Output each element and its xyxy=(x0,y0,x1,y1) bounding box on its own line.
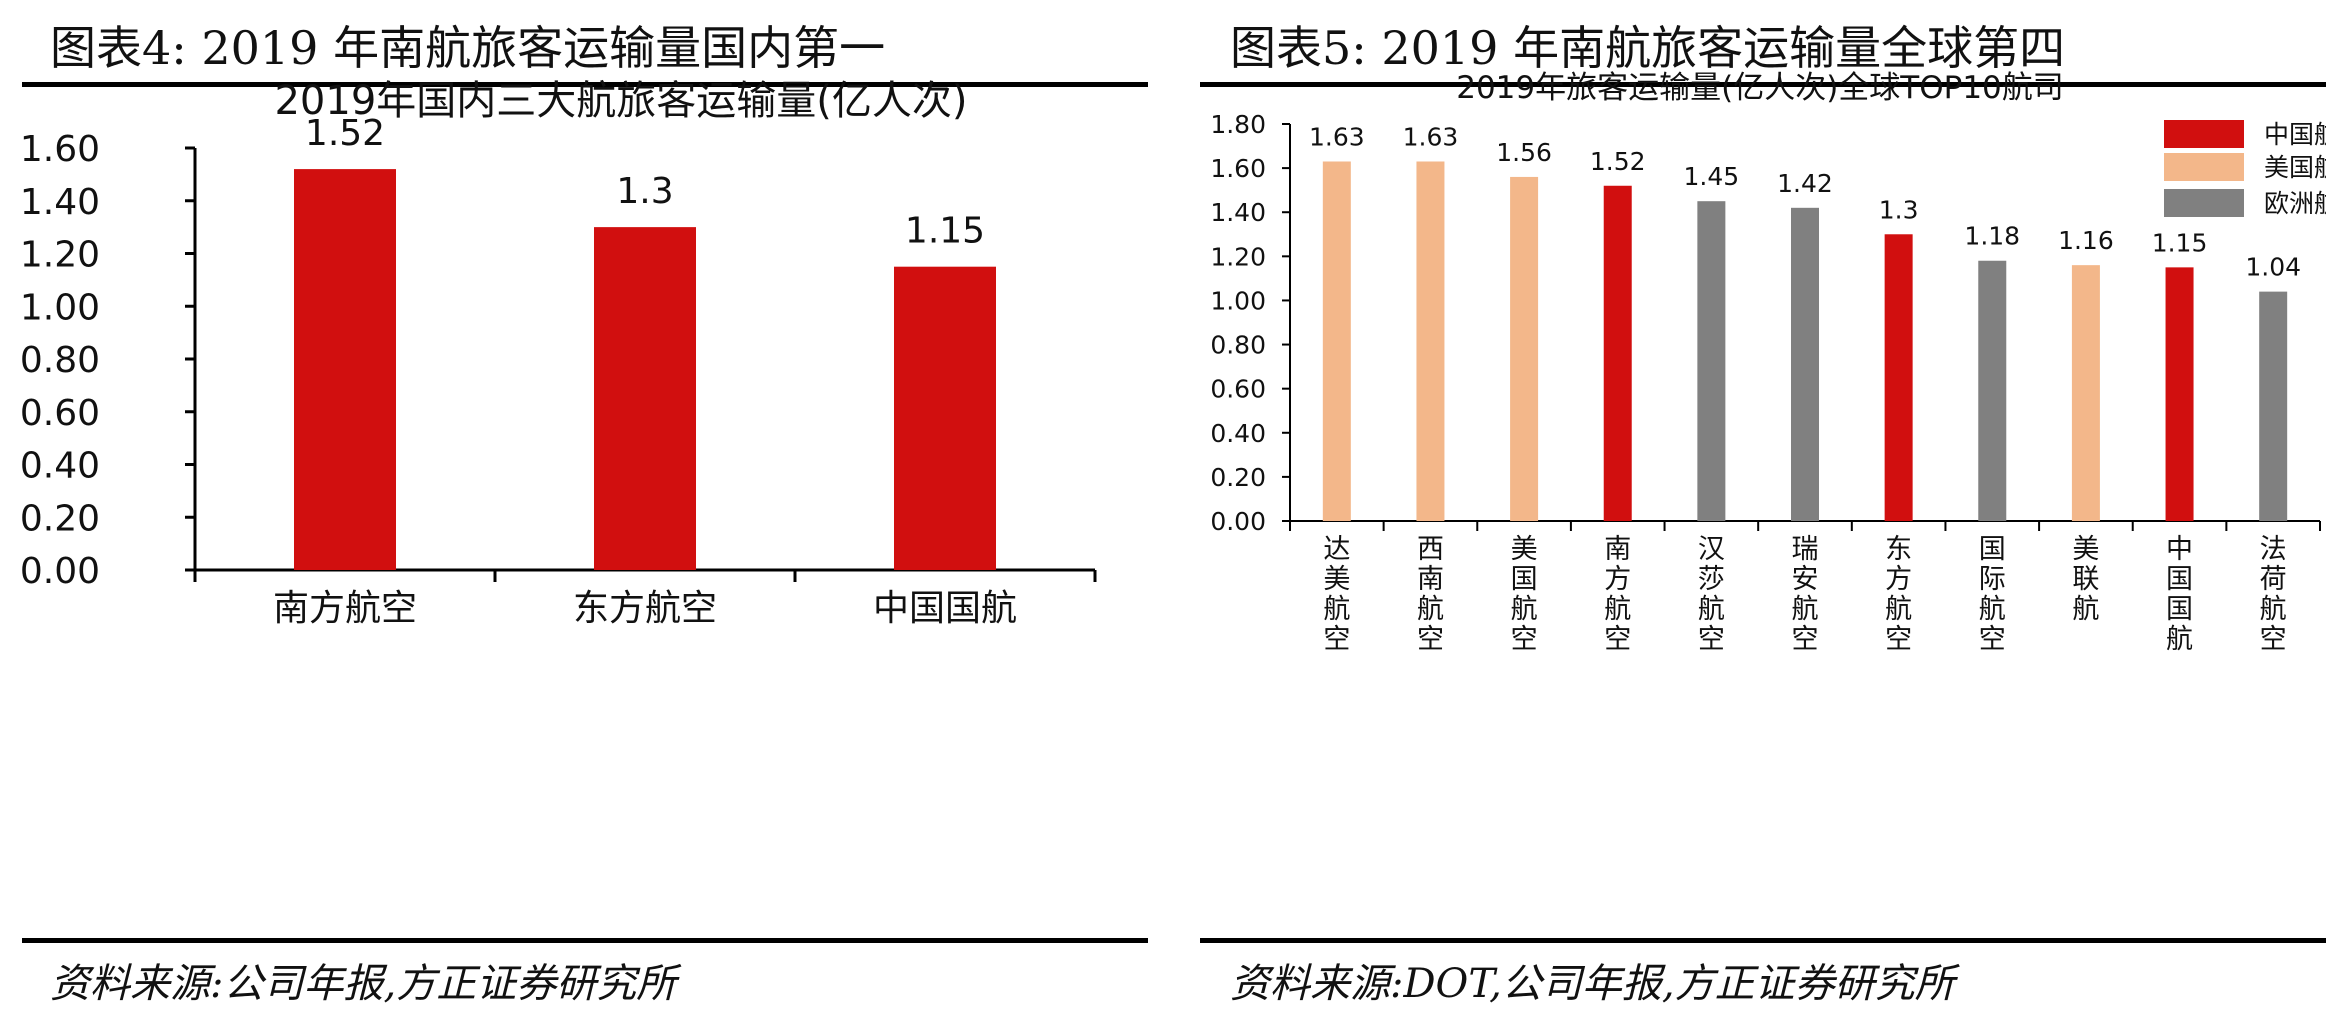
legend-swatch-china xyxy=(2164,120,2244,148)
chart-title: 2019年国内三大航旅客运输量(亿人次) xyxy=(274,78,967,124)
bar-value-label: 1.15 xyxy=(905,211,985,252)
x-category-label: 中国国航 xyxy=(873,588,1017,629)
x-category-label: 中国国航 xyxy=(2166,534,2193,655)
bar-value-label: 1.15 xyxy=(2152,228,2208,257)
x-category-label: 法荷航空 xyxy=(2260,534,2287,655)
y-tick-label: 0.80 xyxy=(20,340,100,381)
legend-label-china: 中国航司 xyxy=(2264,120,2326,149)
x-category-label: 美联航 xyxy=(2072,534,2099,625)
right-chart: 2019年旅客运输量(亿人次)全球TOP10航司 0.00 0.20 0.40 0.60… xyxy=(1210,70,2326,655)
bar-value-label: 1.42 xyxy=(1777,169,1833,198)
bar-value-label: 1.56 xyxy=(1496,138,1552,167)
y-tick-label: 0.80 xyxy=(1210,331,1266,360)
bar-value-label: 1.18 xyxy=(1964,222,2020,251)
bar xyxy=(2259,291,2288,521)
y-tick-label: 0.00 xyxy=(20,551,100,592)
y-tick-label: 1.40 xyxy=(20,182,100,223)
bar-value-label: 1.16 xyxy=(2058,226,2114,255)
y-tick-label: 1.60 xyxy=(1210,154,1266,183)
bar xyxy=(1884,234,1913,521)
x-category-label: 东方航空 xyxy=(573,588,717,629)
x-category-label: 南方航空 xyxy=(1604,534,1631,655)
legend-label-us: 美国航司 xyxy=(2264,153,2326,182)
left-chart: 2019年国内三大航旅客运输量(亿人次) 0.00 0.20 0.40 0.60 0.80… xyxy=(20,78,1097,629)
y-tick-label: 0.40 xyxy=(1210,419,1266,448)
chart-title: 2019年旅客运输量(亿人次)全球TOP10航司 xyxy=(1456,70,2064,106)
bar xyxy=(294,169,396,570)
x-category-label: 南方航空 xyxy=(273,588,417,629)
bar-value-label: 1.52 xyxy=(1590,147,1646,176)
y-tick-label: 0.20 xyxy=(20,498,100,539)
bar xyxy=(2071,265,2100,521)
right-figure-panel: 图表5: 2019 年南航旅客运输量全球第四 2019年旅客运输量(亿人次)全球… xyxy=(1200,0,2326,1018)
bar xyxy=(894,266,996,570)
y-tick-label: 0.60 xyxy=(20,393,100,434)
bar-value-label: 1.3 xyxy=(616,171,673,212)
y-tick-label: 1.80 xyxy=(1210,110,1266,139)
y-tick-label: 0.60 xyxy=(1210,375,1266,404)
y-tick-label: 1.60 xyxy=(20,129,100,170)
x-category-label: 美国航空 xyxy=(1511,534,1538,655)
y-tick-label: 1.00 xyxy=(1210,286,1266,315)
bar xyxy=(1510,176,1539,521)
bar-value-label: 1.04 xyxy=(2245,253,2301,282)
legend-label-europe: 欧洲航司 xyxy=(2264,189,2326,218)
bar-value-label: 1.52 xyxy=(305,113,385,154)
right-top-rule xyxy=(1200,82,2326,87)
x-category-label: 西南航空 xyxy=(1417,534,1444,655)
left-figure-panel: 图表4: 2019 年南航旅客运输量国内第一 2019年国内三大航旅客运输量(亿… xyxy=(0,0,1150,1018)
right-bottom-rule xyxy=(1200,938,2326,943)
x-category-label: 瑞安航空 xyxy=(1792,534,1819,655)
left-top-rule xyxy=(22,82,1148,87)
bar xyxy=(1416,161,1445,521)
bar-value-label: 1.63 xyxy=(1403,122,1459,151)
left-figure-title: 图表4: 2019 年南航旅客运输量国内第一 xyxy=(50,21,886,75)
x-category-label: 东方航空 xyxy=(1885,534,1912,655)
x-category-label: 达美航空 xyxy=(1323,534,1350,655)
bar xyxy=(1791,207,1819,522)
bar-value-label: 1.3 xyxy=(1879,195,1919,224)
bar xyxy=(1978,260,2007,521)
y-tick-label: 1.00 xyxy=(20,287,100,328)
legend-swatch-us xyxy=(2164,153,2244,181)
x-category-label: 国际航空 xyxy=(1979,534,2006,655)
bar xyxy=(1697,201,1726,521)
bar xyxy=(594,227,696,570)
right-figure-title: 图表5: 2019 年南航旅客运输量全球第四 xyxy=(1230,21,2066,75)
bar xyxy=(1322,161,1351,521)
y-tick-label: 1.20 xyxy=(1210,242,1266,271)
bar-value-label: 1.45 xyxy=(1684,162,1740,191)
bar-value-label: 1.63 xyxy=(1309,122,1365,151)
left-bottom-rule xyxy=(22,938,1148,943)
bar xyxy=(2165,267,2194,521)
y-tick-label: 0.40 xyxy=(20,446,100,487)
y-tick-label: 1.40 xyxy=(1210,198,1266,227)
x-category-label: 汉莎航空 xyxy=(1698,534,1725,655)
left-source-note: 资料来源:公司年报,方正证券研究所 xyxy=(50,961,677,1007)
y-tick-label: 1.20 xyxy=(20,235,100,276)
legend-swatch-europe xyxy=(2164,189,2244,217)
right-source-note: 资料来源:DOT,公司年报,方正证券研究所 xyxy=(1230,961,1955,1007)
y-tick-label: 0.00 xyxy=(1210,507,1266,536)
bar xyxy=(1603,185,1632,521)
y-tick-label: 0.20 xyxy=(1210,463,1266,492)
